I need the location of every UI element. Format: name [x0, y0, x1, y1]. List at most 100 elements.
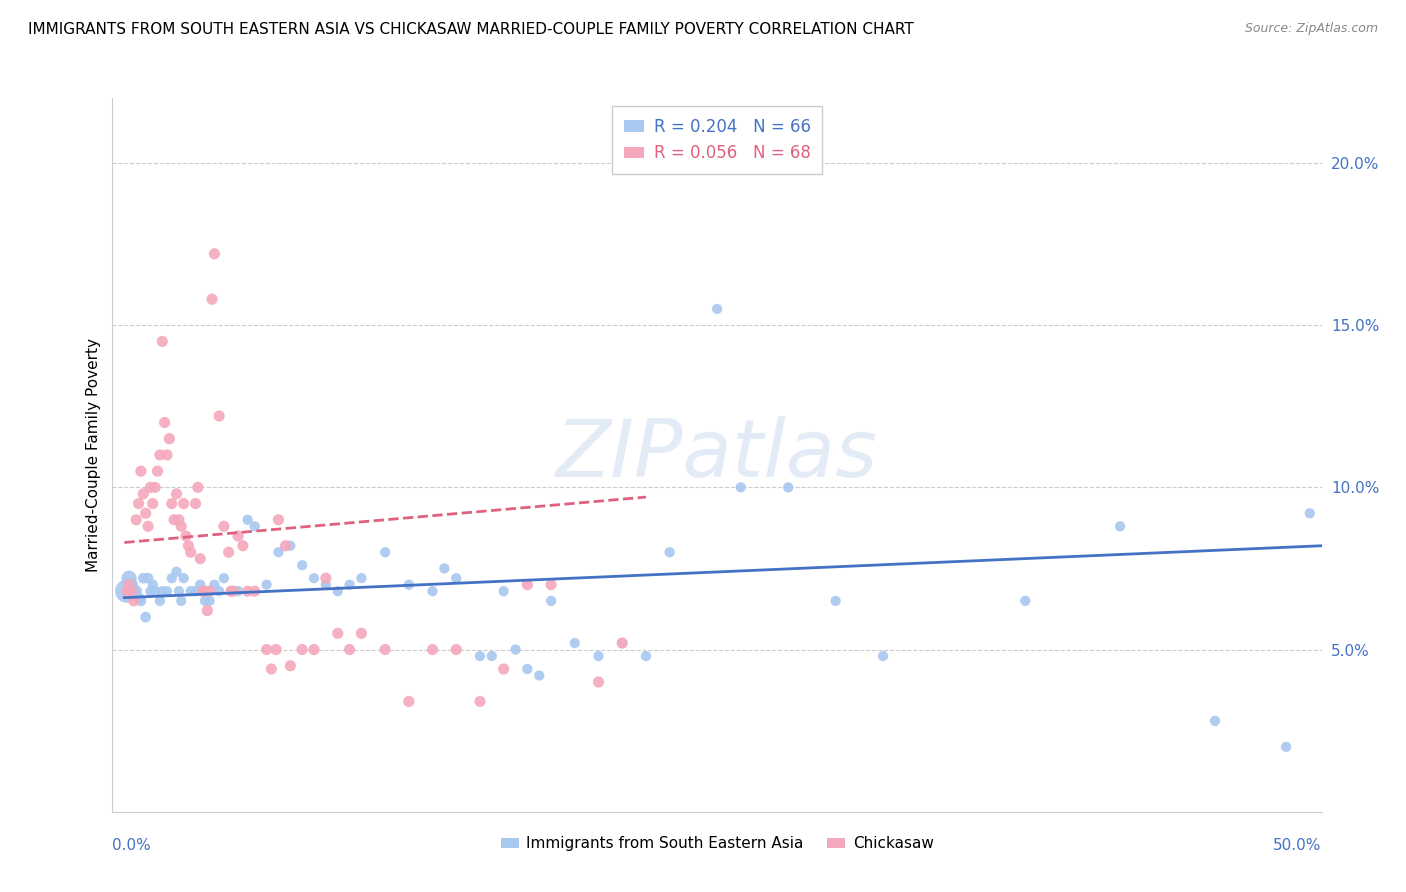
Point — [256, 577, 278, 591]
Point — [260, 662, 283, 676]
Point — [136, 519, 159, 533]
Point — [236, 584, 259, 599]
Point — [256, 642, 278, 657]
Point — [166, 565, 188, 579]
Point — [267, 513, 290, 527]
Point — [302, 571, 325, 585]
Point — [588, 675, 610, 690]
Point — [350, 571, 373, 585]
Point — [634, 648, 657, 663]
Point — [278, 539, 301, 553]
Point — [226, 529, 249, 543]
Point — [194, 584, 217, 599]
Point — [120, 584, 142, 599]
Point — [118, 571, 141, 585]
Point — [167, 584, 190, 599]
Point — [187, 480, 209, 494]
Point — [149, 594, 172, 608]
Point — [156, 448, 179, 462]
Point — [122, 594, 145, 608]
Point — [824, 594, 846, 608]
Point — [177, 539, 200, 553]
Point — [291, 558, 314, 573]
Point — [132, 487, 155, 501]
Point — [191, 584, 214, 599]
Point — [150, 584, 173, 599]
Point — [274, 539, 297, 553]
Point — [612, 636, 634, 650]
Point — [267, 545, 290, 559]
Point — [143, 584, 166, 599]
Text: IMMIGRANTS FROM SOUTH EASTERN ASIA VS CHICKASAW MARRIED-COUPLE FAMILY POVERTY CO: IMMIGRANTS FROM SOUTH EASTERN ASIA VS CH… — [28, 22, 914, 37]
Point — [339, 577, 361, 591]
Point — [135, 506, 157, 520]
Point — [564, 636, 586, 650]
Point — [612, 636, 634, 650]
Point — [167, 513, 190, 527]
Text: 50.0%: 50.0% — [1274, 838, 1322, 854]
Point — [468, 648, 491, 663]
Point — [163, 513, 186, 527]
Point — [219, 584, 242, 599]
Point — [529, 668, 551, 682]
Point — [540, 594, 562, 608]
Point — [136, 571, 159, 585]
Point — [236, 513, 259, 527]
Point — [173, 497, 195, 511]
Point — [658, 545, 681, 559]
Point — [115, 584, 138, 599]
Point — [143, 480, 166, 494]
Point — [157, 432, 180, 446]
Point — [243, 584, 266, 599]
Point — [170, 519, 193, 533]
Point — [125, 513, 148, 527]
Point — [516, 577, 538, 591]
Point — [872, 648, 894, 663]
Point — [422, 584, 444, 599]
Point — [120, 577, 142, 591]
Point — [339, 642, 361, 657]
Point — [174, 529, 197, 543]
Point — [1014, 594, 1036, 608]
Point — [468, 694, 491, 708]
Point — [184, 584, 207, 599]
Point — [139, 480, 162, 494]
Point — [180, 545, 202, 559]
Point — [505, 642, 527, 657]
Point — [492, 662, 515, 676]
Point — [778, 480, 800, 494]
Point — [315, 571, 337, 585]
Point — [730, 480, 752, 494]
Point — [1299, 506, 1322, 520]
Point — [219, 584, 242, 599]
Point — [243, 519, 266, 533]
Point — [150, 334, 173, 349]
Point — [1204, 714, 1226, 728]
Point — [135, 610, 157, 624]
Point — [139, 584, 162, 599]
Point — [188, 577, 211, 591]
Point — [315, 577, 337, 591]
Point — [433, 561, 456, 575]
Point — [160, 497, 183, 511]
Point — [1275, 739, 1298, 754]
Point — [422, 642, 444, 657]
Point — [142, 577, 165, 591]
Point — [128, 497, 150, 511]
Text: Source: ZipAtlas.com: Source: ZipAtlas.com — [1244, 22, 1378, 36]
Point — [125, 584, 148, 599]
Point — [446, 642, 468, 657]
Point — [198, 584, 221, 599]
Point — [128, 591, 150, 605]
Point — [188, 551, 211, 566]
Point — [222, 584, 245, 599]
Point — [212, 571, 235, 585]
Point — [132, 571, 155, 585]
Point — [326, 626, 349, 640]
Point — [153, 416, 176, 430]
Point — [1109, 519, 1132, 533]
Point — [208, 409, 231, 423]
Point — [195, 604, 218, 618]
Point — [118, 577, 141, 591]
Point — [291, 642, 314, 657]
